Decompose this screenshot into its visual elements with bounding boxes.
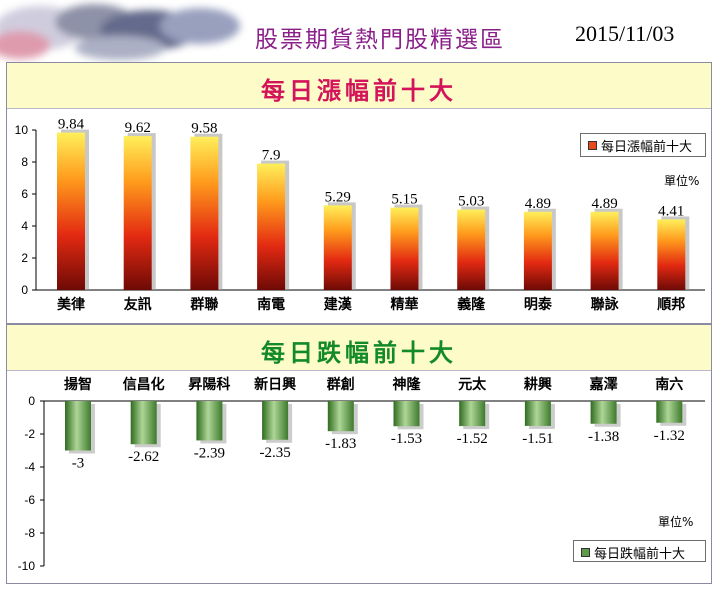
losers-category-label: 新日興 xyxy=(254,376,296,393)
losers-bar xyxy=(327,401,354,432)
page-date: 2015/11/03 xyxy=(575,21,675,46)
gainers-y-tick-label: 4 xyxy=(21,219,28,233)
gainers-value-label: 9.62 xyxy=(125,120,151,136)
gainers-category-label: 友訊 xyxy=(124,296,152,313)
gainers-bar xyxy=(523,211,552,290)
gainers-bar xyxy=(57,132,85,290)
losers-value-label: -2.39 xyxy=(194,445,225,461)
gainers-y-tick-label: 8 xyxy=(21,155,28,169)
gainers-category-label: 美律 xyxy=(57,296,85,313)
losers-banner: 每日跌幅前十大 xyxy=(7,325,711,371)
losers-value-label: -2.62 xyxy=(128,449,159,465)
gainers-category-label: 建漢 xyxy=(324,296,353,313)
gainers-value-label: 9.84 xyxy=(58,117,85,133)
gainers-bar xyxy=(323,205,352,290)
losers-y-tick-label: 0 xyxy=(28,394,35,408)
losers-category-label: 元太 xyxy=(458,376,487,393)
losers-bar xyxy=(65,401,91,451)
gainers-title: 每日漲幅前十大 xyxy=(261,76,457,105)
gainers-value-label: 4.89 xyxy=(591,196,617,212)
gainers-legend-label: 每日漲幅前十大 xyxy=(601,140,693,155)
gainers-bar xyxy=(190,136,219,290)
losers-category-label: 群創 xyxy=(326,376,355,393)
gainers-category-label: 順邦 xyxy=(657,296,685,313)
losers-category-label: 南六 xyxy=(655,376,683,393)
gainers-bar xyxy=(123,136,152,290)
losers-bar xyxy=(393,401,420,427)
losers-category-label: 神隆 xyxy=(393,376,422,393)
losers-category-label: 耕興 xyxy=(524,376,552,393)
gainers-value-label: 5.29 xyxy=(325,189,351,205)
gainers-legend-swatch xyxy=(588,141,597,150)
losers-value-label: -1.51 xyxy=(522,431,553,447)
losers-bar xyxy=(459,401,486,427)
losers-bar xyxy=(656,401,683,423)
losers-y-tick-label: -2 xyxy=(24,427,35,441)
losers-value-label: -2.35 xyxy=(259,445,290,461)
gainers-bar xyxy=(657,219,686,290)
gainers-y-tick-label: 2 xyxy=(21,251,28,265)
losers-value-label: -3 xyxy=(72,456,85,472)
gainers-value-label: 7.9 xyxy=(262,148,281,164)
gainers-bar xyxy=(590,211,619,290)
gainers-bar xyxy=(390,207,419,290)
header-decoration xyxy=(0,4,240,60)
losers-bar xyxy=(524,401,551,426)
gainers-value-label: 4.41 xyxy=(658,203,684,219)
losers-category-label: 嘉澤 xyxy=(589,376,618,393)
gainers-value-label: 5.15 xyxy=(391,192,417,208)
gainers-value-label: 9.58 xyxy=(191,121,217,137)
losers-chart: 0 -2 -4 -6 -8 -10 -3 揚智 -2.62 信昌化 -2.39 昇陽科 -2.35 新日興… xyxy=(18,376,705,573)
gainers-y-tick-label: 6 xyxy=(21,187,28,201)
losers-title: 每日跌幅前十大 xyxy=(261,338,457,367)
gainers-legend: 每日漲幅前十大 xyxy=(580,133,706,157)
losers-y-tick-label: -6 xyxy=(24,493,35,507)
gainers-bar xyxy=(457,209,486,290)
gainers-category-label: 群聯 xyxy=(189,296,218,313)
gainers-value-label: 5.03 xyxy=(458,194,484,210)
losers-legend-swatch xyxy=(581,548,590,557)
gainers-category-label: 南電 xyxy=(257,296,285,313)
gainers-bar xyxy=(257,163,286,290)
losers-category-label: 昇陽科 xyxy=(188,376,230,393)
gainers-category-label: 聯詠 xyxy=(591,296,620,313)
gainers-unit-label: 單位% xyxy=(664,174,700,188)
losers-legend: 每日跌幅前十大 xyxy=(573,540,706,562)
gainers-y-tick-label: 0 xyxy=(21,283,28,297)
losers-bar xyxy=(130,401,157,445)
losers-category-label: 揚智 xyxy=(64,376,92,393)
gainers-chart: 0 2 4 6 8 10 9.84 美律 9.62 友訊 9.58 群聯 7.9 南電 5.29 建漢 5.15… xyxy=(15,117,705,313)
losers-value-label: -1.38 xyxy=(588,429,619,445)
gainers-banner: 每日漲幅前十大 xyxy=(7,63,711,109)
losers-y-tick-label: -10 xyxy=(18,559,36,573)
gainers-category-label: 義隆 xyxy=(457,296,486,313)
header: 股票期貨熱門股精選區 2015/11/03 xyxy=(0,0,719,62)
losers-value-label: -1.52 xyxy=(457,431,488,447)
page-title: 股票期貨熱門股精選區 xyxy=(255,27,505,53)
losers-y-tick-label: -8 xyxy=(24,526,35,540)
gainers-category-label: 明泰 xyxy=(524,296,553,313)
gainers-value-label: 4.89 xyxy=(525,196,551,212)
losers-bar xyxy=(262,401,289,440)
losers-bar xyxy=(590,401,617,424)
losers-category-label: 信昌化 xyxy=(123,376,165,393)
losers-value-label: -1.53 xyxy=(391,431,422,447)
losers-bar xyxy=(196,401,223,441)
gainers-y-tick-label: 10 xyxy=(15,123,29,137)
losers-value-label: -1.83 xyxy=(325,436,356,452)
losers-value-label: -1.32 xyxy=(654,428,685,444)
losers-unit-label: 單位% xyxy=(658,515,694,529)
losers-y-tick-label: -4 xyxy=(24,460,35,474)
losers-legend-label: 每日跌幅前十大 xyxy=(594,547,686,562)
gainers-category-label: 精華 xyxy=(391,296,419,313)
